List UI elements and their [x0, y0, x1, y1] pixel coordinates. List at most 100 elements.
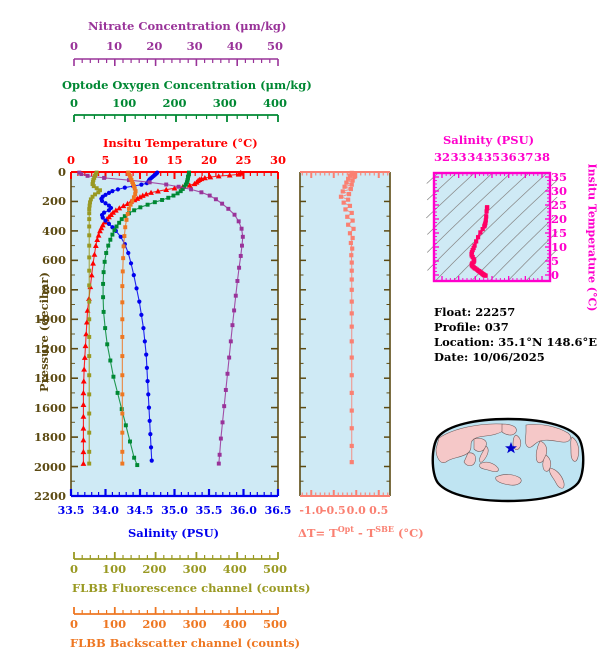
oxygen-axis-line — [73, 114, 279, 122]
pressure-axis-title: Pressure (decibar) — [37, 272, 51, 392]
delta-t-tick-label: -1.0 — [299, 504, 324, 517]
ts-salinity-title: Salinity (PSU) — [443, 133, 535, 147]
salinity-tick-label: 36.0 — [230, 504, 257, 517]
nitrate-tick-label: 10 — [106, 39, 123, 53]
pressure-tick-label: 1800 — [33, 430, 66, 445]
delta-t-series — [338, 170, 357, 465]
fluorescence-axis-title: FLBB Fluorescence channel (counts) — [72, 581, 311, 595]
float-value: 22257 — [475, 305, 516, 319]
pressure-tick-label: 1600 — [33, 400, 66, 415]
backscatter-tick-label: 200 — [142, 617, 167, 631]
temperature-axis-title: Insitu Temperature (°C) — [103, 136, 258, 150]
pressure-tick-label: 2200 — [33, 489, 66, 503]
ts-temperature-title: Insitu Temperature (°C) — [585, 163, 599, 312]
pressure-tick-label: 200 — [41, 194, 66, 209]
pressure-tick-label: 600 — [41, 253, 66, 268]
delta-t-title-sup-opt: Opt — [337, 524, 354, 534]
ts-salinity-tick-label: 37 — [517, 150, 534, 164]
oxygen-axis-title: Optode Oxygen Concentration (μm/kg) — [62, 78, 312, 92]
profile-label: Profile: — [434, 320, 481, 334]
temperature-tick-label: 15 — [166, 153, 183, 167]
delta-t-tick-label: 0.0 — [346, 504, 366, 517]
ts-salinity-tick-label: 32 — [433, 150, 450, 164]
ts-temperature-tick-label: 35 — [551, 170, 568, 184]
temperature-tick-label: 30 — [269, 153, 286, 167]
ts-salinity-tick-label: 38 — [533, 150, 550, 164]
nitrate-tick-label: 40 — [226, 39, 243, 53]
delta-t-tick-label: -0.5 — [321, 504, 346, 517]
backscatter-axis-line — [73, 607, 279, 615]
nitrate-axis-line — [73, 58, 279, 66]
ts-trace — [469, 205, 490, 278]
temperature-axis-ticks-inner — [70, 171, 279, 179]
backscatter-tick-label: 100 — [102, 617, 127, 631]
date-value: 10/06/2025 — [472, 350, 545, 364]
delta-t-tick-label: 0.5 — [369, 504, 389, 517]
float-location-star — [505, 442, 517, 454]
float-label: Float: — [434, 305, 472, 319]
backscatter-tick-label: 400 — [222, 617, 247, 631]
backscatter-tick-label: 0 — [69, 617, 78, 631]
fluorescence-axis-line — [73, 552, 279, 560]
pressure-tick-label: 1000 — [33, 312, 66, 327]
salinity-tick-label: 34.0 — [92, 504, 119, 517]
profile-value: 037 — [484, 320, 509, 334]
profile-series-group — [77, 169, 245, 468]
nitrate-tick-label: 20 — [146, 39, 163, 53]
backscatter-tick-label: 500 — [262, 617, 287, 631]
fluorescence-tick-label: 0 — [69, 562, 78, 576]
pressure-tick-label: 800 — [41, 282, 66, 297]
fluorescence-tick-label: 200 — [142, 562, 167, 576]
ts-temperature-tick-label: 10 — [551, 240, 568, 254]
nitrate-axis-title: Nitrate Concentration (μm/kg) — [88, 19, 287, 33]
oxygen-tick-label: 200 — [162, 96, 187, 110]
pressure-tick-label: 400 — [41, 223, 66, 238]
temperature-tick-label: 20 — [200, 153, 217, 167]
date-label: Date: — [434, 350, 469, 364]
oxygen-tick-label: 0 — [69, 96, 78, 110]
delta-t-panel[interactable] — [299, 170, 391, 497]
salinity-axis-title: Salinity (PSU) — [128, 526, 220, 540]
backscatter-tick-label: 300 — [182, 617, 207, 631]
temperature-tick-label: 5 — [101, 153, 110, 167]
location-label: Location: — [434, 335, 495, 349]
location-info-row: Location: 35.1°N 148.6°E — [434, 335, 597, 350]
temperature-tick-label: 0 — [66, 153, 75, 167]
float-info-row: Float: 22257 — [434, 305, 597, 320]
nitrate-tick-label: 0 — [69, 39, 78, 53]
delta-t-axis-title: ΔT= TOpt - TSBE (°C) — [298, 524, 424, 540]
fluorescence-tick-label: 100 — [102, 562, 127, 576]
ts-temperature-tick-label: 0 — [551, 268, 560, 282]
nitrate-tick-label: 50 — [266, 39, 283, 53]
world-map[interactable] — [428, 415, 588, 505]
ts-temperature-tick-label: 20 — [551, 212, 568, 226]
date-info-row: Date: 10/06/2025 — [434, 350, 597, 365]
ts-temperature-tick-label: 5 — [551, 254, 560, 268]
oxygen-tick-label: 400 — [262, 96, 287, 110]
ts-salinity-tick-label: 35 — [483, 150, 500, 164]
landmasses — [435, 423, 580, 489]
ts-salinity-tick-label: 33 — [450, 150, 467, 164]
main-profile-panel[interactable] — [69, 169, 280, 498]
float-info-block: Float: 22257 Profile: 037 Location: 35.1… — [434, 305, 597, 365]
location-value: 35.1°N 148.6°E — [498, 335, 597, 349]
ts-salinity-tick-label: 34 — [467, 150, 484, 164]
ts-diagram-panel[interactable] — [426, 171, 558, 283]
delta-t-title-mid: - T — [353, 525, 376, 540]
salinity-tick-label: 35.5 — [195, 504, 223, 517]
ts-salinity-tick-label: 36 — [500, 150, 517, 164]
temperature-tick-label: 25 — [235, 153, 252, 167]
fluorescence-tick-label: 300 — [182, 562, 207, 576]
pressure-tick-label: 2000 — [33, 459, 66, 474]
pressure-tick-label: 0 — [57, 165, 66, 179]
profile-info-row: Profile: 037 — [434, 320, 597, 335]
temperature-tick-label: 10 — [131, 153, 148, 167]
fluorescence-tick-label: 500 — [262, 562, 287, 576]
delta-t-title-prefix: ΔT= T — [298, 525, 338, 540]
oxygen-tick-label: 300 — [212, 96, 237, 110]
salinity-tick-label: 36.5 — [264, 504, 292, 517]
salinity-tick-label: 33.5 — [57, 504, 85, 517]
salinity-axis-ticks-inner — [69, 489, 280, 498]
ts-temperature-tick-label: 25 — [551, 198, 568, 212]
delta-t-title-sup-sbe: SBE — [375, 524, 394, 534]
